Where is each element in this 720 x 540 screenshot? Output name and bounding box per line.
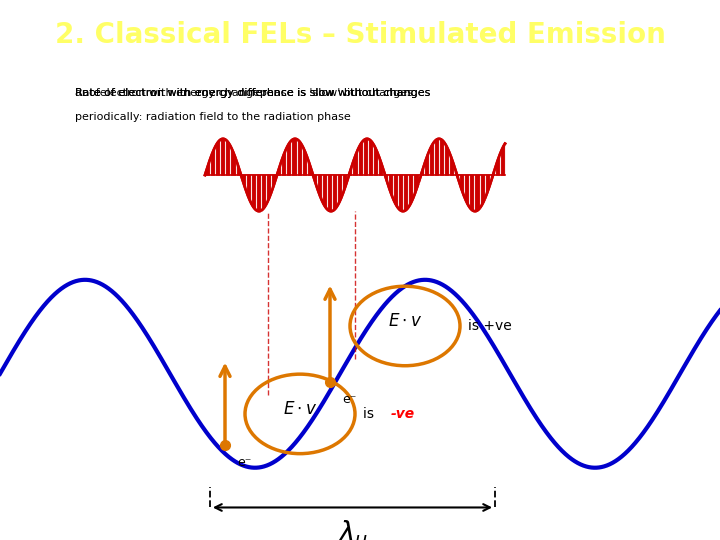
Text: Rate of electron with energy difference is slow without changes: Rate of electron with energy difference … <box>75 88 431 98</box>
Text: -ve: -ve <box>391 407 415 421</box>
Text: is: is <box>363 407 379 421</box>
Text: is +ve: is +ve <box>468 319 512 333</box>
Text: periodically: radiation field to the radiation phase: periodically: radiation field to the rad… <box>75 112 351 122</box>
Text: Rate of electron with energy difference is slow without changes: Rate of electron with energy difference … <box>75 88 431 98</box>
Text: 2. Classical FELs – Stimulated Emission: 2. Classical FELs – Stimulated Emission <box>55 21 665 49</box>
Text: $\lambda_{u}$: $\lambda_{u}$ <box>337 518 368 540</box>
Text: $E \cdot v$: $E \cdot v$ <box>388 312 422 330</box>
Text: e⁻: e⁻ <box>237 456 251 469</box>
Text: $E \cdot v$: $E \cdot v$ <box>283 400 317 418</box>
Text: anofelectron with energy changephase is 'slow' but changes: anofelectron with energy changephase is … <box>75 88 413 98</box>
Text: e⁻: e⁻ <box>342 393 356 406</box>
Text: anofelectronwith energy changephase is 'slow' but changes: anofelectronwith energy changephase is '… <box>75 88 410 98</box>
